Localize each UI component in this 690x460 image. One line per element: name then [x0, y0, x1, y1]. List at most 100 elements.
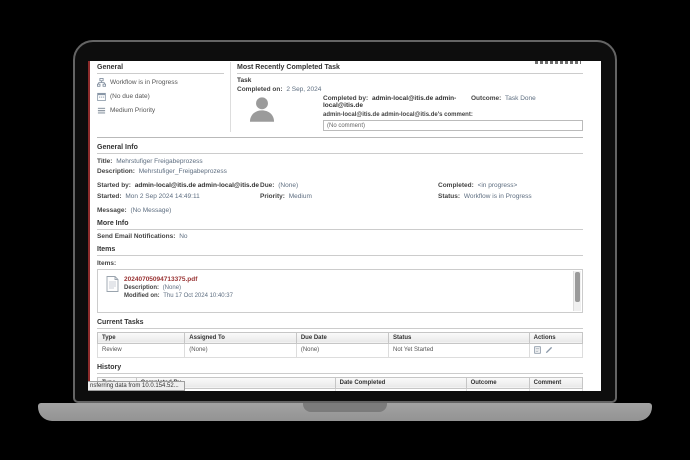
history-date-cell: Mon 2 Sep 2024 14:49:33 [334, 387, 467, 391]
history-section: History Type Completed By Date Completed… [97, 362, 584, 391]
task-due-cell: (None) [295, 342, 389, 358]
laptop-screen: General Workflow is in Progress (No due … [88, 61, 601, 391]
priority-value: Medium [288, 192, 312, 200]
workflow-in-progress-icon [97, 78, 106, 87]
items-title: Items [97, 244, 583, 256]
due-date-item: (No due date) [97, 92, 224, 101]
calendar-icon [97, 92, 106, 101]
history-title: History [97, 362, 583, 374]
notifications-value: No [179, 233, 188, 240]
items-scrollbar[interactable] [573, 270, 581, 311]
completed-on-value: 2 Sep, 2024 [286, 86, 322, 93]
started-value: Mon 2 Sep 2024 14:49:11 [125, 192, 200, 200]
notifications-row: Send Email Notifications: No [97, 233, 583, 240]
left-accent-edge [88, 61, 90, 391]
started-label: Started: [97, 192, 122, 200]
completed-by-label: Completed by: [323, 95, 369, 102]
description-row: Description: Mehrstufiger_Freigabeprozes… [97, 168, 583, 175]
info-col-1: Started by: admin-local@itis.de admin-lo… [97, 179, 260, 204]
completed-value: <in progress> [477, 182, 518, 189]
priority-label: Medium Priority [110, 107, 156, 114]
item-file-link[interactable]: 20240705094713375.pdf [124, 275, 198, 283]
completed-row: Completed: <in progress> [438, 182, 583, 189]
view-task-icon[interactable] [533, 346, 541, 354]
history-comment-cell [528, 387, 584, 391]
general-info-section: General Info Title: Mehrstufiger Freigab… [97, 142, 583, 214]
item-modified-value: Thu 17 Oct 2024 10:40:37 [163, 292, 233, 299]
col-status[interactable]: Status [387, 331, 530, 344]
item-modified-row: Modified on: Thu 17 Oct 2024 10:40:37 [124, 293, 233, 299]
edit-task-icon[interactable] [545, 346, 553, 354]
workflow-state-item: Workflow is in Progress [97, 78, 224, 87]
current-tasks-title: Current Tasks [97, 317, 583, 329]
outcome-field: Outcome: Task Done [471, 95, 536, 109]
recent-task-detail: Completed by: admin-local@itis.de admin-… [323, 95, 583, 131]
status-value: Workflow is in Progress [463, 192, 532, 200]
general-info-title: General Info [97, 142, 583, 154]
started-by-value: admin-local@itis.de admin-local@itis.de [134, 182, 260, 189]
general-info-grid: Started by: admin-local@itis.de admin-lo… [97, 179, 583, 204]
task-type-label: Task [237, 77, 252, 84]
outcome-label: Outcome: [471, 95, 502, 102]
history-outcome-cell: Task Done [465, 387, 530, 391]
recent-task-panel: Most Recently Completed Task Task Comple… [231, 62, 583, 132]
items-section: Items Items: 20240705094713375.pdf Descr… [97, 244, 583, 313]
title-value: Mehrstufiger Freigabeprozess [116, 157, 203, 165]
col-type[interactable]: Type [96, 331, 186, 344]
title-label: Title: [97, 157, 113, 165]
message-row: Message: (No Message) [97, 207, 583, 214]
browser-status-tooltip: nsferring data from 10.0.154.52... [88, 381, 185, 391]
task-status-cell: Not Yet Started [387, 342, 530, 358]
current-tasks-header-row: Type Assigned To Due Date Status Actions [96, 331, 584, 344]
hcol-date-completed[interactable]: Date Completed [334, 376, 467, 389]
completed-on-label: Completed on: [237, 86, 283, 93]
person-avatar-icon [245, 92, 279, 128]
status-label: Status: [438, 192, 461, 200]
started-row: Started: Mon 2 Sep 2024 14:49:11 [97, 193, 260, 200]
items-field-label: Items: [97, 259, 117, 267]
message-label: Message: [97, 206, 127, 214]
task-assigned-cell: (None) [184, 342, 297, 358]
due-label: Due: [260, 182, 275, 189]
due-date-label: (No due date) [110, 93, 150, 100]
message-value: (No Message) [130, 206, 172, 214]
item-description-label: Description: [124, 284, 160, 291]
info-col-3: Completed: <in progress> Status: Workflo… [438, 179, 583, 204]
current-task-row: Review (None) (None) Not Yet Started [96, 342, 584, 358]
more-info-section: More Info Send Email Notifications: No [97, 218, 583, 240]
item-description-row: Description: (None) [124, 285, 233, 291]
title-row: Title: Mehrstufiger Freigabeprozess [97, 158, 583, 165]
hcol-outcome[interactable]: Outcome [465, 376, 530, 389]
status-row: Status: Workflow is in Progress [438, 193, 583, 200]
laptop-base-notch [303, 403, 387, 412]
col-assigned-to[interactable]: Assigned To [184, 331, 297, 344]
due-row: Due: (None) [260, 182, 438, 189]
top-summary-area: General Workflow is in Progress (No due … [97, 62, 583, 138]
comment-box: (No comment) [323, 120, 583, 131]
items-scrollbar-thumb[interactable] [575, 271, 580, 302]
laptop-base [38, 403, 652, 421]
col-due-date[interactable]: Due Date [295, 331, 389, 344]
completed-by-value: admin-local@itis.de admin-local@itis.de [323, 95, 457, 109]
clipped-text-fragment [535, 61, 581, 64]
general-panel: General Workflow is in Progress (No due … [97, 62, 231, 132]
hcol-comment[interactable]: Comment [528, 376, 584, 389]
col-actions: Actions [528, 331, 584, 344]
completed-label: Completed: [438, 182, 474, 189]
priority-medium-icon [97, 107, 106, 114]
workflow-state-label: Workflow is in Progress [110, 79, 178, 86]
started-by-row: Started by: admin-local@itis.de admin-lo… [97, 182, 260, 189]
laptop-bezel: General Workflow is in Progress (No due … [73, 40, 617, 403]
description-value: Mehrstufiger_Freigabeprozess [138, 168, 227, 175]
description-label: Description: [97, 168, 135, 175]
completed-by-outcome-row: Completed by: admin-local@itis.de admin-… [323, 95, 583, 109]
task-actions [533, 346, 578, 354]
info-col-2: Due: (None) Priority: Medium [260, 179, 438, 204]
completed-on-row: Completed on: 2 Sep, 2024 [237, 86, 583, 93]
task-type-cell: Review [96, 342, 186, 358]
item-entry: 20240705094713375.pdf Description: (None… [106, 276, 233, 301]
recent-task-title: Most Recently Completed Task [237, 62, 583, 74]
document-icon [106, 275, 119, 292]
items-field-label-row: Items: [97, 260, 583, 267]
